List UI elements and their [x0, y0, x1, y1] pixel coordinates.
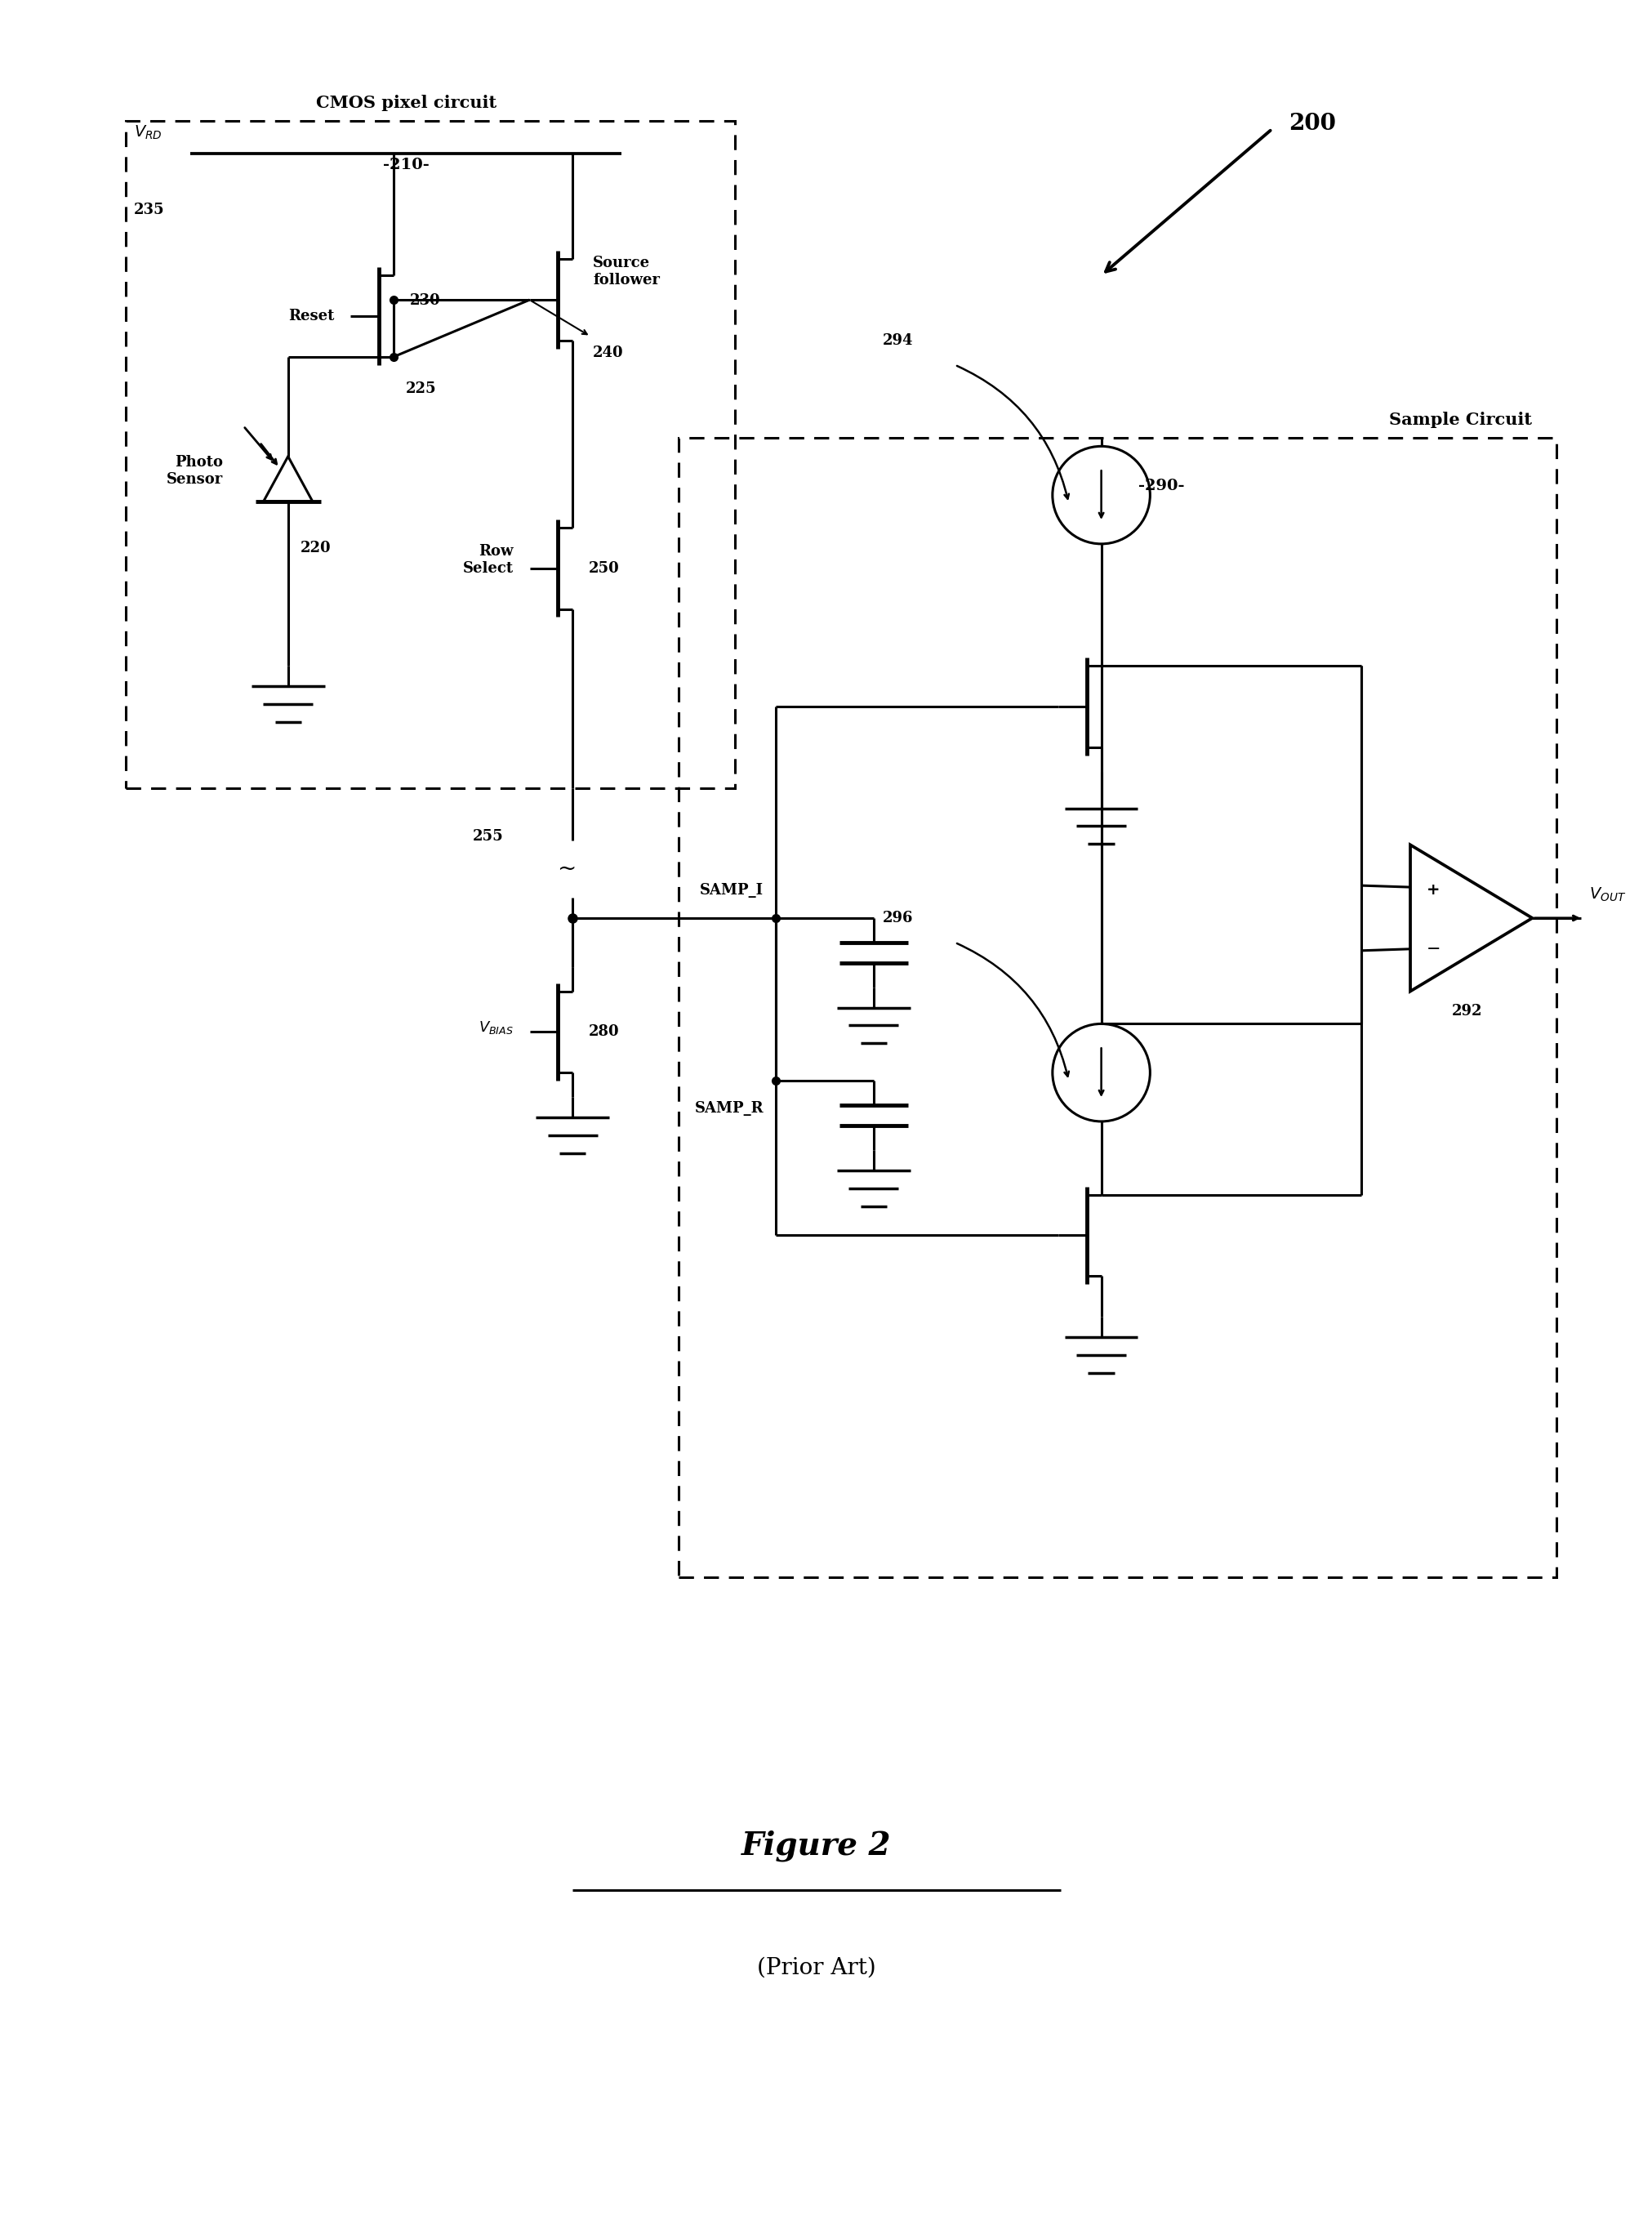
Text: Row
Select: Row Select	[463, 545, 514, 576]
Bar	[126, 122, 735, 789]
Text: 200: 200	[1289, 113, 1335, 135]
Bar	[679, 439, 1556, 1578]
Text: 280: 280	[590, 1024, 620, 1039]
Text: Source
follower: Source follower	[593, 255, 659, 288]
Text: 235: 235	[134, 202, 164, 217]
Text: 296: 296	[882, 911, 914, 926]
Text: (Prior Art): (Prior Art)	[757, 1957, 876, 1979]
Text: 225: 225	[406, 381, 436, 397]
Text: $V_{BIAS}$: $V_{BIAS}$	[479, 1019, 514, 1037]
Text: 250: 250	[590, 561, 620, 576]
Text: $V_{OUT}$: $V_{OUT}$	[1589, 886, 1626, 904]
Text: 240: 240	[593, 346, 624, 359]
Text: Sample Circuit: Sample Circuit	[1389, 412, 1533, 428]
Text: Reset: Reset	[289, 308, 334, 324]
Text: 230: 230	[410, 293, 441, 308]
Text: Figure 2: Figure 2	[742, 1830, 892, 1861]
Text: 292: 292	[1452, 1004, 1482, 1019]
Text: 294: 294	[882, 332, 914, 348]
Text: +: +	[1427, 882, 1441, 897]
Text: $V_{RD}$: $V_{RD}$	[134, 124, 162, 142]
Text: −: −	[1427, 942, 1441, 957]
Text: 255: 255	[472, 829, 504, 844]
Text: SAMP_I: SAMP_I	[700, 882, 763, 897]
Text: -210-: -210-	[383, 157, 430, 173]
Text: -290-: -290-	[1138, 479, 1184, 494]
Text: 220: 220	[301, 541, 330, 556]
Text: CMOS pixel circuit: CMOS pixel circuit	[316, 95, 496, 111]
Text: Photo
Sensor: Photo Sensor	[167, 454, 223, 488]
Text: SAMP_R: SAMP_R	[695, 1101, 763, 1117]
Text: ~: ~	[557, 858, 575, 880]
